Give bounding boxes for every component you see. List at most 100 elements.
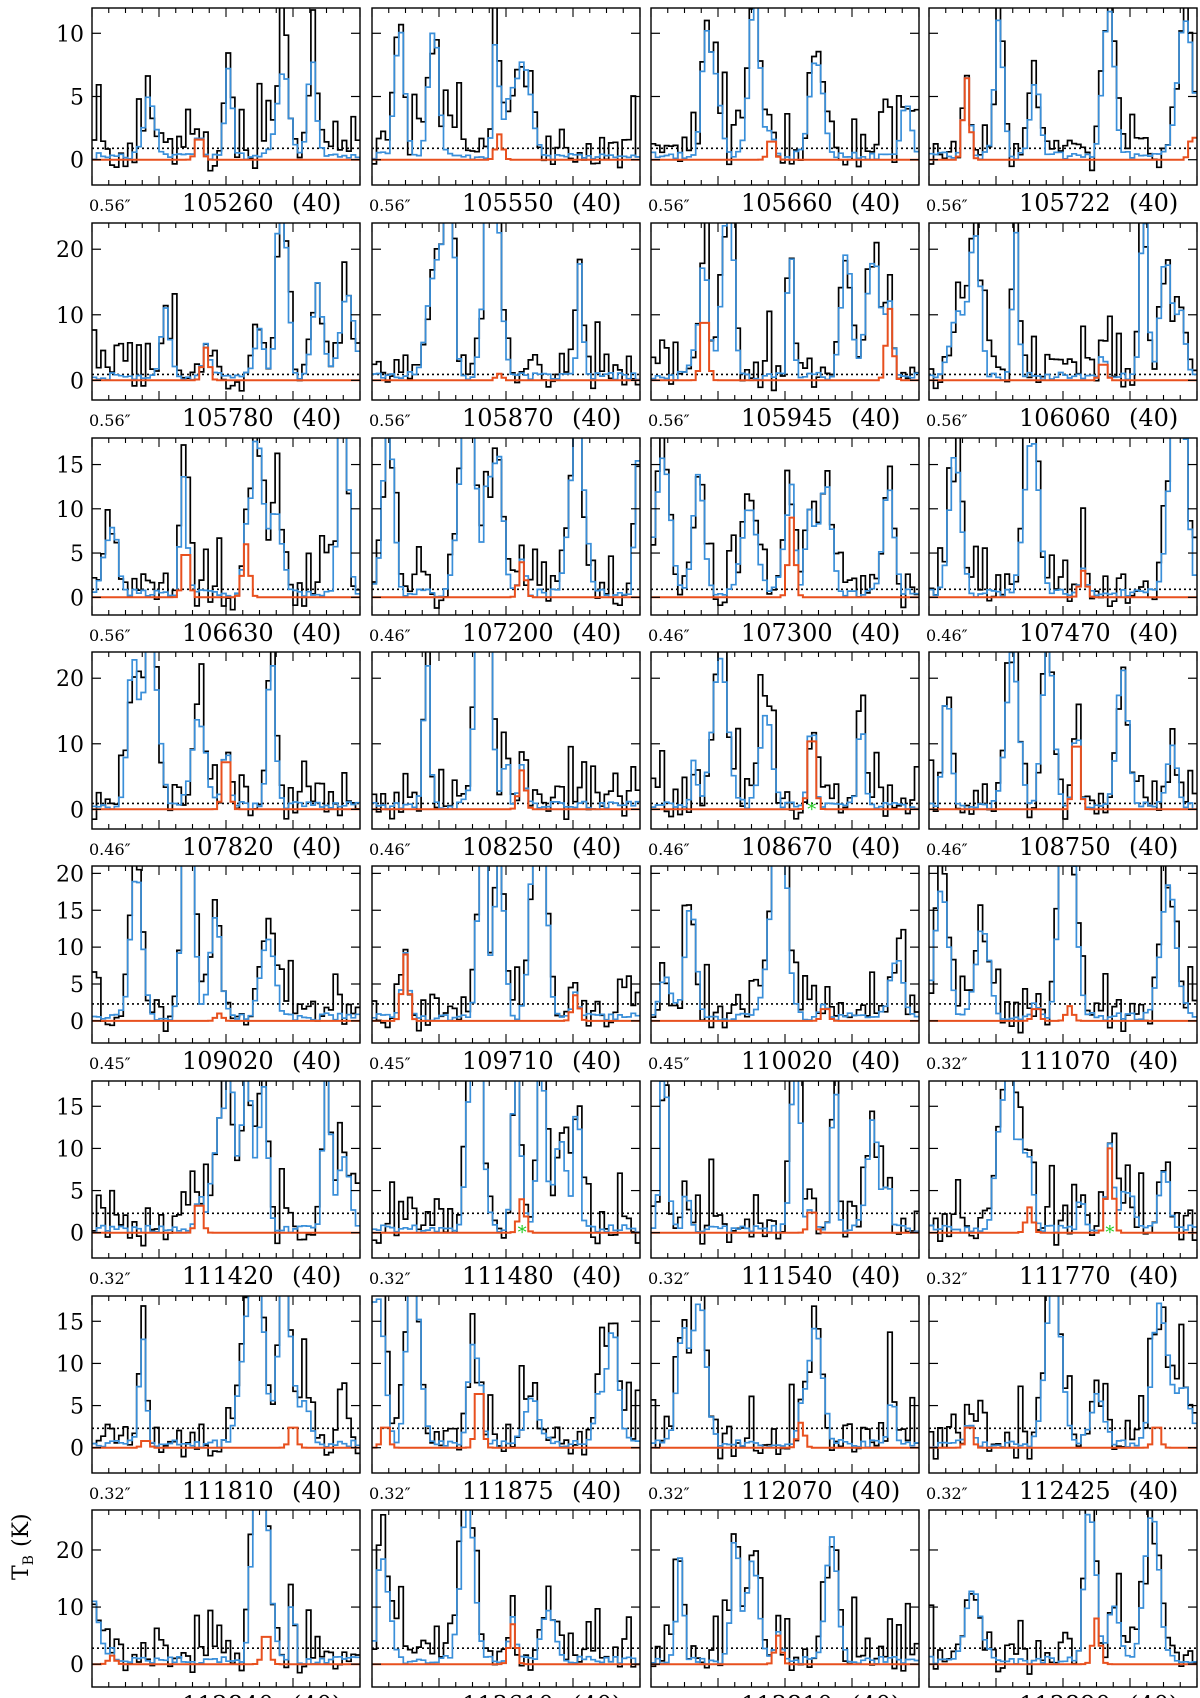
observed-spectrum bbox=[929, 1081, 1197, 1246]
panel-frequency: 107820 bbox=[182, 833, 274, 861]
y-axis-tick-label: 15 bbox=[56, 899, 84, 924]
panel-frequency: 111480 bbox=[462, 1262, 554, 1290]
full-model-spectrum bbox=[651, 1303, 919, 1449]
panel-velocity-width: (40) bbox=[1129, 619, 1178, 647]
blend-flag-star: * bbox=[518, 1223, 527, 1244]
full-model-spectrum bbox=[92, 866, 360, 1022]
panel-velocity-width: (40) bbox=[572, 619, 621, 647]
panel-beam-size: 0.32″ bbox=[89, 1484, 131, 1503]
full-model-spectrum bbox=[92, 1296, 360, 1449]
panel-beam-size: 0.46″ bbox=[648, 840, 690, 859]
y-axis-tick-label: 0 bbox=[70, 149, 84, 174]
panel-velocity-width: (40) bbox=[1129, 1262, 1178, 1290]
panel-beam-size: 0.32″ bbox=[926, 1484, 968, 1503]
spectrum-panel: 0.45″ 109710 (40) bbox=[369, 865, 641, 1075]
y-axis-label-unit: (K) bbox=[9, 1513, 34, 1547]
molecule-model-spectrum bbox=[92, 761, 360, 811]
panel-plot-area bbox=[92, 223, 360, 392]
molecule-model-spectrum bbox=[929, 1005, 1197, 1022]
y-axis-tick-label: 0 bbox=[70, 1010, 84, 1035]
observed-spectrum bbox=[929, 652, 1197, 820]
panel-velocity-width: (40) bbox=[292, 619, 341, 647]
molecule-model-spectrum bbox=[372, 953, 640, 1022]
panel-velocity-width: (40) bbox=[572, 1047, 621, 1075]
molecule-model-spectrum bbox=[92, 1426, 360, 1449]
panel-beam-size: 0.56″ bbox=[369, 196, 411, 215]
panel-frequency: 108670 bbox=[741, 833, 833, 861]
full-model-spectrum bbox=[651, 8, 919, 161]
molecule-model-spectrum bbox=[372, 561, 640, 599]
panel-frequency: 111770 bbox=[1019, 1262, 1111, 1290]
panel-frequency: 113810 bbox=[741, 1691, 833, 1698]
full-model-spectrum bbox=[92, 61, 360, 161]
panel-plot-area bbox=[92, 652, 360, 821]
molecule-model-spectrum bbox=[929, 1147, 1197, 1234]
panel-beam-size: 0.32″ bbox=[926, 1269, 968, 1288]
molecule-model-spectrum bbox=[651, 516, 919, 599]
panel-plot-area bbox=[372, 1296, 640, 1456]
panel-frequency: 113890 bbox=[1019, 1691, 1111, 1698]
panel-frequency: 107300 bbox=[741, 619, 833, 647]
spectrum-panel: 0.31″113810(40) bbox=[650, 1509, 920, 1698]
spectrum-panel: 0.56″ 106060 (40) bbox=[926, 222, 1198, 432]
full-model-spectrum bbox=[372, 438, 640, 599]
panel-beam-size: 0.56″ bbox=[648, 196, 690, 215]
full-model-spectrum bbox=[929, 652, 1197, 811]
observed-spectrum bbox=[929, 1510, 1197, 1675]
panel-velocity-width: (40) bbox=[851, 404, 900, 432]
panel-plot-area bbox=[929, 1510, 1197, 1675]
panel-frequency: 106630 bbox=[182, 619, 274, 647]
y-axis-tick-label: 0 bbox=[70, 1653, 84, 1678]
panel-plot-area bbox=[372, 652, 640, 821]
blend-flag-star: * bbox=[807, 799, 816, 820]
full-model-spectrum bbox=[92, 223, 360, 381]
panel-plot-area bbox=[929, 223, 1197, 390]
spectrum-panel: 0.56″ 105870 (40) bbox=[369, 222, 641, 432]
spectrum-panel: 0.32″ 111070 (40) bbox=[926, 865, 1198, 1075]
panel-beam-size: 0.45″ bbox=[89, 1054, 131, 1073]
panel-frame bbox=[91, 1295, 361, 1474]
panel-beam-size: 0.46″ bbox=[89, 840, 131, 859]
panel-velocity-width: (40) bbox=[1129, 404, 1178, 432]
y-axis-tick-label: 0 bbox=[70, 369, 84, 394]
molecule-model-spectrum bbox=[372, 372, 640, 382]
panel-plot-area bbox=[929, 438, 1197, 608]
y-axis-tick-label: 5 bbox=[70, 1180, 84, 1205]
full-model-spectrum bbox=[651, 657, 919, 810]
y-axis-tick-label: 0 bbox=[70, 586, 84, 611]
panel-plot-area bbox=[372, 1510, 640, 1671]
panel-beam-size: 0.32″ bbox=[648, 1484, 690, 1503]
full-model-spectrum bbox=[92, 652, 360, 811]
panel-frequency: 112425 bbox=[1019, 1477, 1111, 1505]
panel-velocity-width: (40) bbox=[292, 833, 341, 861]
molecule-model-spectrum bbox=[651, 740, 919, 811]
y-axis-tick-label: 20 bbox=[56, 667, 84, 692]
panel-frequency: 108250 bbox=[462, 833, 554, 861]
panel-plot-area bbox=[372, 866, 640, 1032]
y-axis-label-symbol: T bbox=[9, 1565, 34, 1580]
panel-velocity-width: (40) bbox=[292, 1477, 341, 1505]
panel-frequency: 112840 bbox=[182, 1691, 274, 1698]
panel-frequency: 112070 bbox=[741, 1477, 833, 1505]
panel-beam-size: 0.46″ bbox=[648, 626, 690, 645]
panel-frequency: 106060 bbox=[1019, 404, 1111, 432]
spectrum-panel: * 0.32″ 111480 (40) bbox=[369, 1080, 641, 1290]
spectrum-panel: * 0.46″ 108670 (40) bbox=[648, 651, 920, 861]
panel-beam-size: 0.56″ bbox=[369, 411, 411, 430]
y-axis-tick-label: 10 bbox=[56, 1596, 84, 1621]
y-axis-tick-label: 15 bbox=[56, 1095, 84, 1120]
panel-frequency: 105945 bbox=[741, 404, 833, 432]
panel-frequency: 113610 bbox=[462, 1691, 554, 1698]
y-axis-tick-label: 10 bbox=[56, 936, 84, 961]
panel-frequency: 111070 bbox=[1019, 1047, 1111, 1075]
molecule-model-spectrum bbox=[92, 346, 360, 382]
molecule-model-spectrum bbox=[651, 1211, 919, 1234]
panel-frequency: 105722 bbox=[1019, 189, 1111, 217]
spectrum-panel: 0.32″ 111875 (40) bbox=[369, 1295, 641, 1505]
panel-velocity-width: (40) bbox=[851, 1047, 900, 1075]
panel-velocity-width: (40) bbox=[292, 189, 341, 217]
panel-frequency: 105260 bbox=[182, 189, 274, 217]
full-model-spectrum bbox=[651, 866, 919, 1022]
panel-plot-area bbox=[372, 438, 640, 609]
